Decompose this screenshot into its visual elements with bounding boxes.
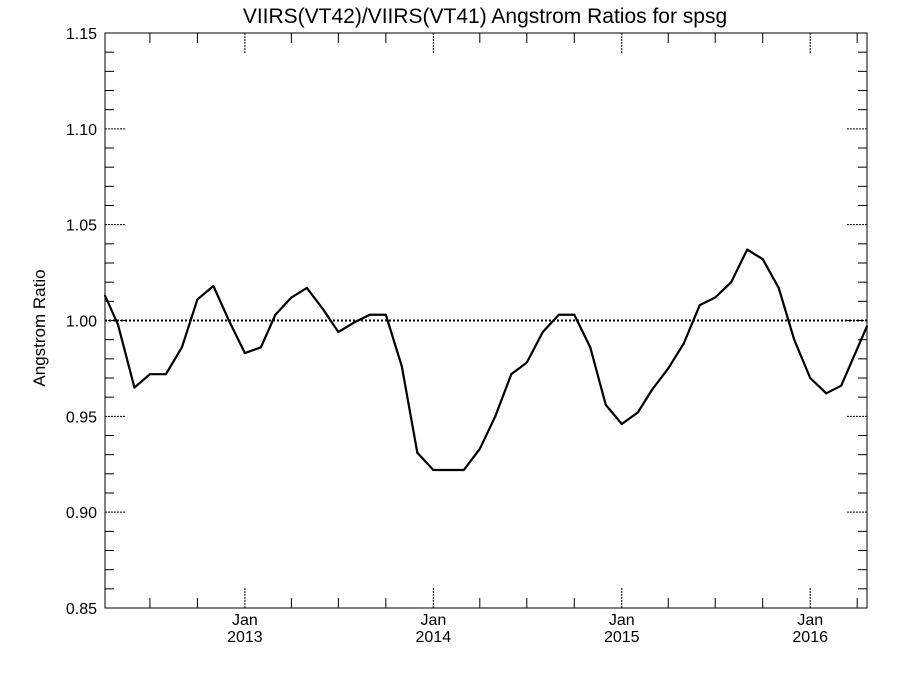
data-point (180, 346, 183, 349)
data-point (840, 384, 843, 387)
x-tick-year-label: 2015 (604, 629, 640, 646)
data-point (809, 377, 812, 379)
data-point (825, 392, 828, 395)
y-axis-label: Angstrom Ratio (30, 269, 49, 386)
data-point (604, 403, 607, 406)
data-point (400, 365, 403, 368)
x-tick-year-label: 2013 (227, 629, 263, 646)
y-tick-label: 1.05 (66, 218, 97, 235)
series-line (103, 248, 869, 472)
data-point (866, 325, 868, 328)
data-point (148, 373, 151, 376)
y-axis-ticks: 0.85 0.90 0.95 1.00 1.05 1.10 1.15 (66, 26, 867, 618)
x-tick-month-label: Jan (797, 612, 823, 629)
x-tick-year-label: 2014 (416, 629, 452, 646)
data-point (698, 304, 701, 307)
data-point (196, 298, 199, 301)
data-point (384, 313, 387, 316)
data-point (133, 386, 136, 389)
data-point (448, 469, 451, 471)
data-point (164, 373, 167, 376)
data-point (478, 447, 481, 450)
data-point (274, 313, 277, 316)
data-point (793, 338, 796, 341)
data-point (432, 469, 435, 471)
data-point (116, 323, 119, 326)
data-point (290, 296, 293, 299)
data-point (259, 346, 262, 349)
data-point (573, 313, 576, 316)
data-point (541, 331, 544, 333)
data-point (368, 313, 371, 316)
data-point (714, 296, 717, 299)
x-tick-month-label: Jan (420, 612, 446, 629)
data-point (510, 373, 513, 376)
y-tick-label: 1.00 (66, 314, 97, 331)
y-tick-label: 0.85 (66, 601, 97, 618)
data-point (667, 367, 670, 370)
x-tick-month-label: Jan (609, 612, 635, 629)
series-layer (103, 248, 869, 472)
data-point (746, 248, 749, 251)
data-point (337, 331, 340, 333)
data-point (730, 281, 733, 284)
x-tick-month-label: Jan (232, 612, 258, 629)
data-point (416, 451, 419, 454)
data-point (462, 469, 465, 471)
x-tick-year-label: 2016 (792, 629, 828, 646)
data-point (761, 258, 764, 261)
data-point (305, 286, 308, 289)
y-tick-label: 0.90 (66, 505, 97, 522)
y-tick-label: 0.95 (66, 409, 97, 426)
data-point (104, 294, 106, 297)
data-point (557, 313, 560, 316)
y-tick-label: 1.10 (66, 122, 97, 139)
data-point (227, 319, 230, 322)
data-point (353, 321, 356, 324)
data-point (651, 388, 654, 391)
data-point (321, 308, 324, 310)
data-point (525, 361, 528, 364)
data-point (620, 423, 623, 425)
data-point (212, 285, 215, 287)
data-point (682, 342, 685, 345)
data-point (494, 415, 497, 418)
y-tick-label: 1.15 (66, 26, 97, 43)
chart-title: VIIRS(VT42)/VIIRS(VT41) Angstrom Ratios … (243, 5, 727, 28)
data-point (243, 352, 246, 355)
data-point (636, 411, 639, 414)
data-point (589, 346, 592, 349)
data-point (777, 286, 780, 289)
